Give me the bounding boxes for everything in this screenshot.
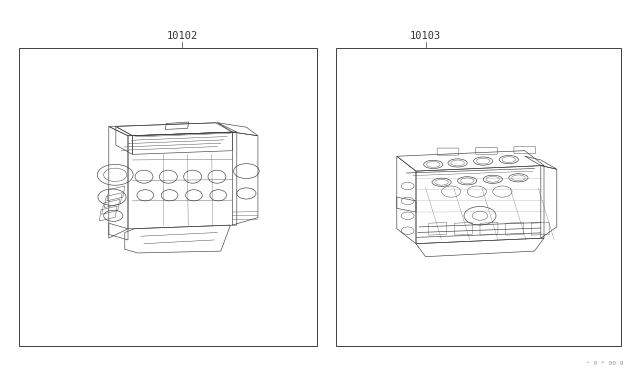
Text: 10102: 10102	[167, 31, 198, 41]
Text: 10103: 10103	[410, 31, 441, 41]
Text: ^ 0 * 00 9: ^ 0 * 00 9	[586, 362, 624, 366]
Bar	[336, 48, 621, 346]
Bar	[19, 48, 317, 346]
